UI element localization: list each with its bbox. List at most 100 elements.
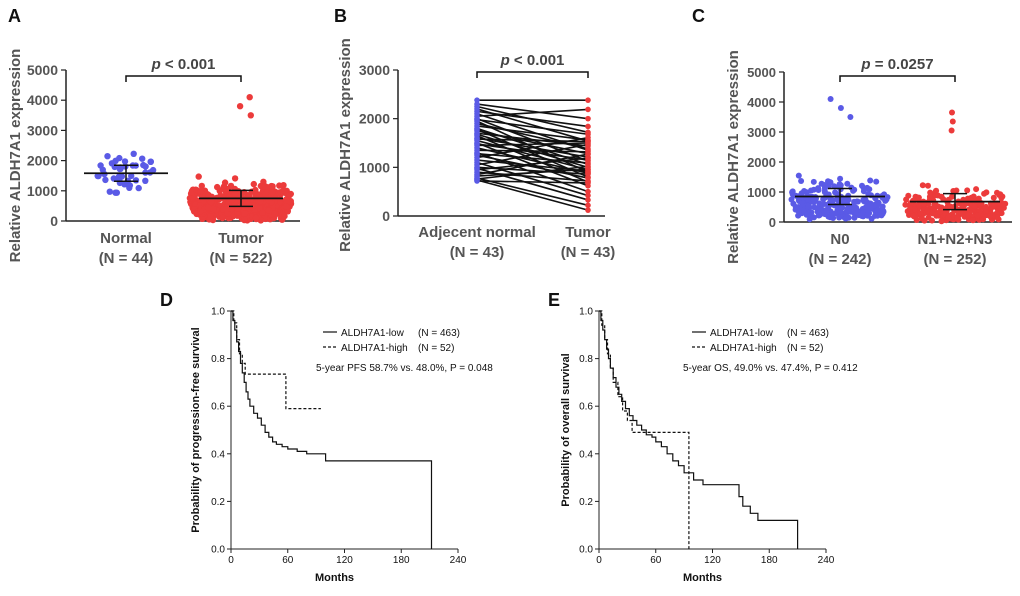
data-point	[280, 182, 287, 189]
paired-line	[476, 125, 589, 141]
panel-c: 0 1000 2000 3000 4000 5000 Relative ALDH7A1 ex…	[725, 50, 1012, 268]
data-point	[924, 207, 931, 214]
x-tick-label: 0	[228, 555, 234, 566]
data-point	[789, 191, 796, 198]
panel-d: 0.0 0.2 0.4 0.6 0.8 1.0 0 60 120 180 240 Months Prob…	[190, 307, 493, 585]
data-point	[585, 151, 591, 157]
data-point	[199, 215, 206, 222]
data-point	[907, 205, 913, 212]
data-point	[816, 211, 823, 218]
data-point	[913, 217, 920, 223]
data-point	[246, 94, 253, 101]
category-n-label: (N = 242)	[809, 251, 872, 268]
category-n-label: (N = 43)	[450, 244, 505, 261]
p-symbol: p	[151, 56, 161, 73]
data-point	[865, 207, 872, 214]
paired-line	[476, 136, 589, 159]
category-n-label: (N = 252)	[924, 251, 987, 268]
data-point	[971, 203, 978, 210]
category-label: N0	[830, 231, 849, 248]
data-point	[926, 193, 933, 200]
survival-curve-low	[231, 310, 433, 549]
legend-label-high: ALDH7A1-high	[341, 343, 408, 354]
data-point	[139, 155, 146, 162]
data-point	[265, 207, 273, 214]
y-axis-label: Relative ALDH7A1 expression	[337, 38, 354, 252]
data-point	[877, 208, 884, 215]
data-point	[121, 158, 129, 165]
paired-line	[476, 179, 589, 211]
x-tick-label: 240	[818, 555, 835, 566]
data-point	[860, 188, 867, 195]
data-point	[281, 212, 288, 220]
y-tick-label: 5000	[747, 65, 776, 80]
x-tick-label: 180	[393, 555, 410, 566]
data-point	[937, 208, 944, 215]
data-point	[1000, 201, 1007, 208]
data-point	[935, 192, 941, 199]
data-point	[271, 210, 279, 218]
y-tick-label: 1.0	[579, 307, 593, 318]
data-point	[585, 180, 591, 186]
data-point	[585, 192, 591, 199]
category-label: N1+N2+N3	[917, 231, 992, 248]
data-point	[585, 188, 591, 195]
data-point	[852, 199, 859, 205]
data-point	[965, 212, 972, 219]
legend-label-low: ALDH7A1-low	[710, 328, 774, 339]
data-point	[257, 198, 264, 205]
paired-line	[476, 154, 589, 179]
data-point	[277, 198, 284, 206]
data-point	[859, 182, 865, 189]
survival-curve-high	[599, 310, 690, 549]
paired-line	[476, 108, 589, 118]
y-tick-label: 0.4	[579, 449, 593, 460]
category-n-label: (N = 43)	[561, 244, 616, 261]
data-point	[837, 175, 844, 182]
panel-letters: A B C D E	[8, 6, 705, 310]
data-point	[474, 178, 480, 184]
data-point	[207, 198, 215, 206]
data-point	[947, 203, 954, 210]
data-point	[990, 194, 997, 201]
data-point	[249, 204, 256, 211]
legend-label-high: ALDH7A1-high	[710, 343, 777, 354]
x-tick-label: 0	[596, 555, 602, 566]
data-point	[929, 210, 936, 217]
data-point	[824, 201, 831, 208]
panel-letter-c: C	[692, 6, 705, 26]
survival-curve-low	[599, 310, 799, 549]
x-tick-label: 120	[336, 555, 353, 566]
data-point	[268, 189, 276, 196]
paired-line	[476, 153, 589, 176]
y-tick-label: 0.2	[211, 497, 225, 508]
data-point	[236, 103, 244, 110]
paired-line	[476, 149, 589, 153]
data-point	[851, 204, 858, 211]
data-point	[283, 198, 291, 205]
data-point	[815, 185, 822, 192]
p-symbol: p	[500, 52, 510, 69]
data-point	[210, 205, 217, 213]
data-point	[241, 210, 249, 217]
data-point	[142, 177, 149, 184]
data-point	[821, 189, 828, 196]
data-point	[248, 188, 255, 195]
y-tick-label: 1000	[747, 185, 776, 200]
data-point	[205, 191, 212, 199]
data-point	[259, 209, 266, 216]
data-point	[820, 196, 827, 203]
data-point	[933, 187, 940, 194]
data-point	[117, 165, 124, 172]
data-point	[585, 134, 591, 141]
category-label: Normal	[100, 230, 152, 247]
data-point	[280, 187, 287, 194]
data-point	[827, 96, 834, 102]
data-point	[142, 163, 149, 170]
data-point	[964, 187, 971, 194]
paired-line	[476, 110, 589, 128]
data-point	[949, 109, 955, 116]
data-point	[837, 105, 844, 111]
y-tick-label: 0	[50, 213, 58, 229]
p-value-label: p = 0.0257	[860, 56, 933, 73]
